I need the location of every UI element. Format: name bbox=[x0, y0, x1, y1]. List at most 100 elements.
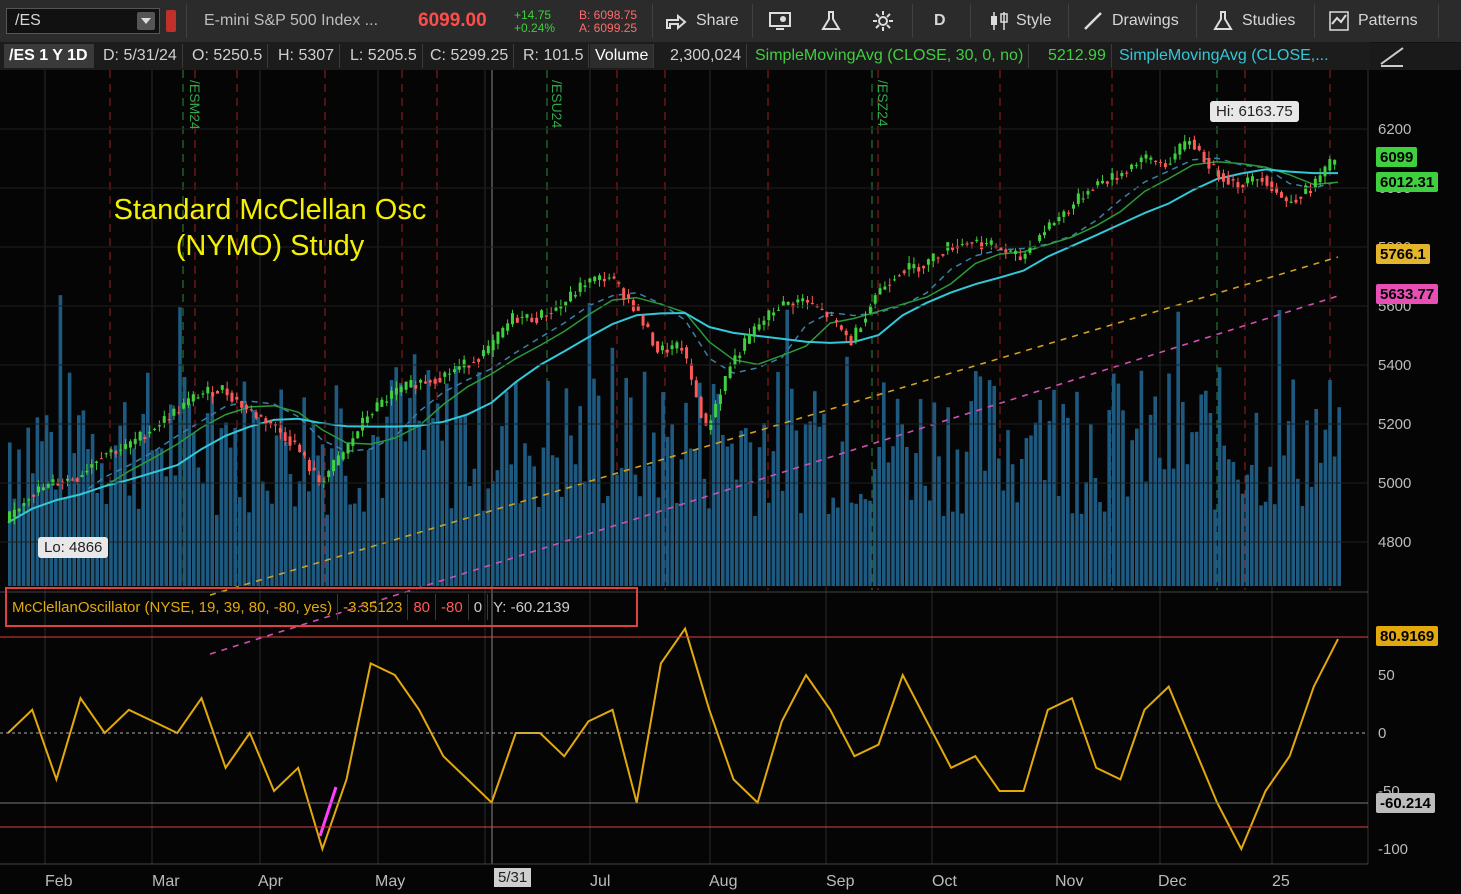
candle-body bbox=[796, 299, 800, 303]
candle-body bbox=[1081, 198, 1085, 200]
drawings-button[interactable]: Drawings bbox=[1082, 6, 1179, 36]
sma-long-line bbox=[209, 295, 1339, 655]
volume-bar bbox=[1337, 407, 1341, 586]
time-axis-label: Dec bbox=[1158, 873, 1186, 890]
candle-body bbox=[689, 363, 693, 380]
candle-body bbox=[965, 243, 969, 245]
candle-body bbox=[356, 431, 360, 439]
volume-bar bbox=[665, 436, 670, 586]
price-tick-label: 5200 bbox=[1378, 416, 1411, 433]
sma200-line bbox=[209, 256, 1339, 596]
volume-bar bbox=[1282, 455, 1286, 586]
candle-body bbox=[206, 386, 210, 394]
change-value: +14.75 bbox=[514, 8, 552, 22]
volume-bar bbox=[1309, 486, 1314, 586]
chart-canvas[interactable]: /ESM24/ESU24/ESZ24 620060005800560054005… bbox=[0, 70, 1461, 894]
chevron-down-icon[interactable] bbox=[137, 12, 155, 30]
flag-icon[interactable] bbox=[166, 10, 176, 32]
candle-body bbox=[491, 340, 495, 351]
sma1-label[interactable]: SimpleMovingAvg (CLOSE, 30, 0, no) bbox=[750, 44, 1030, 68]
candle-body bbox=[1110, 173, 1114, 180]
candle-body bbox=[859, 328, 863, 332]
volume-bar bbox=[1130, 440, 1134, 586]
candle-body bbox=[781, 301, 785, 306]
candle-body bbox=[385, 401, 389, 403]
volume-bar bbox=[514, 381, 518, 586]
volume-label[interactable]: Volume bbox=[590, 44, 655, 68]
candle-body bbox=[41, 487, 45, 491]
style-button[interactable]: Style bbox=[988, 6, 1052, 36]
volume-bar bbox=[882, 382, 886, 586]
candle-body bbox=[278, 428, 282, 433]
symbol-text: /ES bbox=[15, 12, 41, 29]
patterns-icon bbox=[1329, 11, 1349, 31]
osc-overbought: 80 bbox=[408, 594, 437, 620]
volume-bar bbox=[550, 455, 555, 586]
symbol-period[interactable]: /ES 1 Y 1D bbox=[4, 44, 94, 68]
volume-bar bbox=[757, 447, 762, 586]
time-axis-label: May bbox=[375, 873, 405, 890]
volume-bar bbox=[527, 455, 532, 586]
price-axis-bg bbox=[1368, 70, 1461, 894]
autoscale-button[interactable] bbox=[1378, 44, 1406, 73]
patterns-button[interactable]: Patterns bbox=[1328, 6, 1418, 36]
candle-body bbox=[496, 331, 500, 344]
candle-body bbox=[1212, 164, 1216, 166]
divider bbox=[1196, 4, 1197, 38]
candle-body bbox=[1173, 153, 1177, 160]
volume-bar bbox=[808, 421, 812, 586]
candle-body bbox=[1067, 212, 1071, 214]
volume-bar bbox=[371, 435, 375, 586]
price-tick-label: 5000 bbox=[1378, 475, 1411, 492]
candle-body bbox=[868, 305, 872, 314]
volume-bar bbox=[1162, 469, 1167, 586]
candle-body bbox=[535, 317, 539, 323]
volume-bar bbox=[1286, 421, 1291, 586]
flask-button[interactable] bbox=[820, 6, 842, 36]
volume-bar bbox=[601, 503, 605, 586]
candle-body bbox=[1047, 222, 1051, 230]
candle-body bbox=[883, 286, 887, 290]
symbol-selector[interactable]: /ES bbox=[6, 8, 160, 34]
candle-body bbox=[1096, 181, 1100, 186]
volume-bar bbox=[1139, 370, 1144, 586]
sma2-label[interactable]: SimpleMovingAvg (CLOSE,... bbox=[1119, 47, 1329, 64]
volume-bar bbox=[100, 463, 104, 586]
volume-bar bbox=[210, 395, 214, 586]
candle-body bbox=[148, 431, 152, 434]
time-axis-label: Oct bbox=[932, 873, 957, 890]
flask-icon bbox=[821, 11, 841, 30]
volume-bar bbox=[77, 415, 81, 586]
volume-bar bbox=[946, 407, 950, 586]
candle-body bbox=[830, 314, 834, 316]
chart-settings-icon-button[interactable] bbox=[768, 6, 792, 36]
candle-body bbox=[307, 459, 311, 472]
share-button[interactable]: Share bbox=[664, 6, 739, 36]
time-axis-label: Sep bbox=[826, 873, 855, 890]
candle-body bbox=[12, 509, 16, 517]
volume-bar bbox=[518, 503, 523, 586]
volume-bar bbox=[1056, 495, 1061, 586]
candle-body bbox=[680, 347, 684, 351]
oscillator-header[interactable]: McClellanOscillator (NYSE, 19, 39, 80, -… bbox=[5, 587, 638, 627]
candle-body bbox=[1101, 180, 1105, 184]
time-axis-label: 25 bbox=[1272, 873, 1290, 890]
studies-button[interactable]: Studies bbox=[1212, 6, 1295, 36]
candle-body bbox=[752, 326, 756, 337]
candle-body bbox=[622, 288, 626, 300]
volume-bar bbox=[730, 443, 734, 586]
candle-body bbox=[907, 263, 911, 270]
candle-body bbox=[699, 396, 703, 418]
aggregation-button[interactable]: D bbox=[934, 12, 946, 29]
volume-bar bbox=[412, 354, 417, 586]
settings-button[interactable] bbox=[872, 6, 894, 36]
candle-body bbox=[718, 394, 722, 404]
osc-cursor-tag: -60.214 bbox=[1376, 793, 1435, 813]
osc-name[interactable]: McClellanOscillator (NYSE, 19, 39, 80, -… bbox=[7, 594, 339, 620]
volume-bar bbox=[40, 441, 44, 586]
candle-body bbox=[1202, 151, 1206, 163]
volume-bar bbox=[1125, 496, 1130, 586]
time-axis-label: Aug bbox=[709, 873, 737, 890]
time-axis-label: Nov bbox=[1055, 873, 1083, 890]
volume-bar bbox=[1231, 461, 1236, 586]
